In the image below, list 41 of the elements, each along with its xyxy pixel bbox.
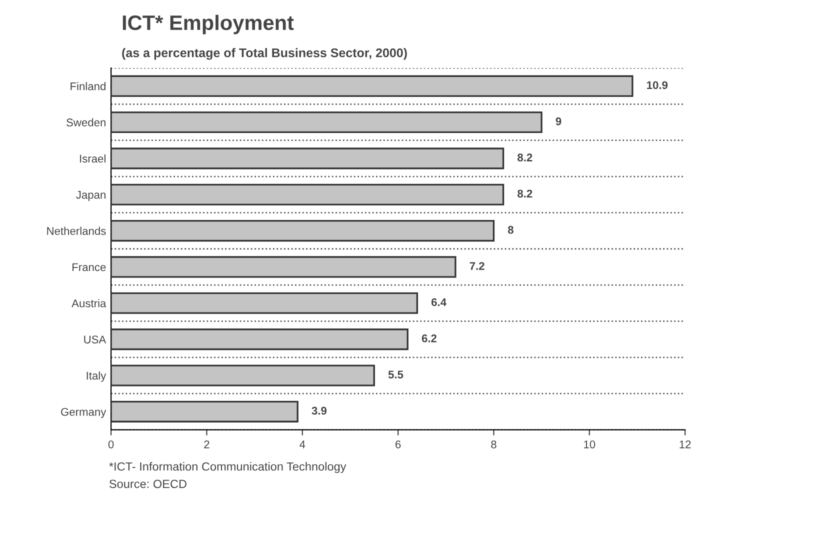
bar [111,256,456,278]
bar [111,364,375,386]
bar [111,292,418,314]
chart-subtitle: (as a percentage of Total Business Sector, 2000) [122,48,407,60]
data-label: 3.9 [312,406,327,415]
y-tick-label: Austria [72,299,106,308]
bar [111,184,504,206]
data-label: 8.2 [518,154,532,162]
y-tick-label: Sweden [66,118,106,126]
bar [111,75,634,97]
y-tick-label: Germany [61,408,106,418]
x-tick-label: 12 [680,440,691,448]
y-tick-label: Italy [86,371,106,382]
data-label: 8.2 [518,190,532,198]
x-tick-label: 10 [584,440,596,448]
text: *ICT- Information Communication Technology [109,462,346,474]
y-tick-label: Israel [80,154,106,163]
y-tick-label: Netherlands [47,226,106,235]
data-label: 5.5 [388,370,404,378]
y-tick-label: Finland [70,82,106,90]
source-note: Source: OECD [109,480,186,488]
y-tick-label: France [72,263,106,272]
data-label: 7.2 [470,262,484,270]
x-tick-label: 6 [396,440,401,448]
bar [111,328,408,350]
y-tick-label: Japan [76,191,106,201]
bar [111,148,504,170]
bar [111,111,542,134]
x-tick-label: 2 [204,440,210,448]
y-tick-label: USA [84,336,106,344]
x-tick-label: 4 [300,440,306,448]
data-label: 8 [508,226,514,234]
chart-title: ICT* Employment [122,14,294,34]
x-tick-label: 8 [491,440,496,448]
data-label: 10.9 [647,81,668,90]
bar [111,400,298,422]
x-tick-label: 0 [108,440,114,448]
data-label: 9 [556,117,562,126]
data-label: 6.4 [431,298,446,306]
data-label: 6.2 [422,334,437,342]
bar [111,220,495,242]
